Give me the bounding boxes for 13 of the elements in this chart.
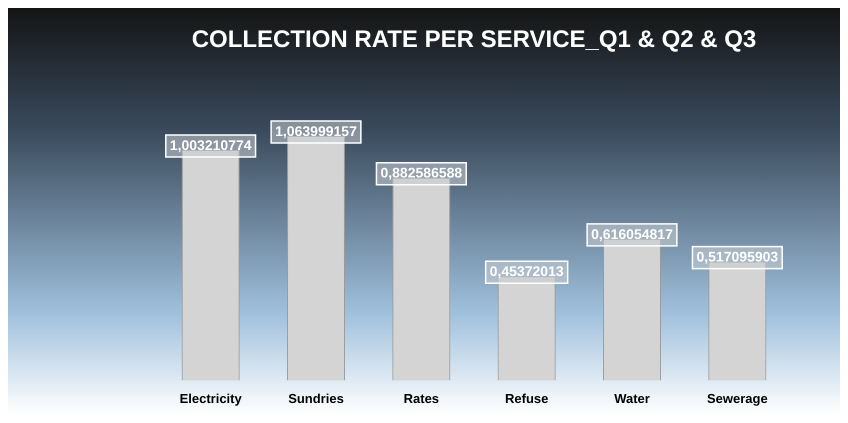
x-tick-label: Sewerage <box>706 390 768 406</box>
x-tick-label: Refuse <box>504 390 548 406</box>
data-label: 0,517095903 <box>696 248 778 264</box>
data-label: 0,45372013 <box>490 263 564 280</box>
data-label: 1,063999157 <box>275 122 358 139</box>
data-label: 0,882586588 <box>380 164 462 181</box>
data-label: 1,003210774 <box>170 136 252 153</box>
x-tick-label: Rates <box>404 390 440 406</box>
chart-title: COLLECTION RATE PER SERVICE_Q1 & Q2 & Q3 <box>192 26 756 54</box>
x-tick-label: Sundries <box>288 390 344 406</box>
x-tick-label: Water <box>614 390 650 406</box>
data-label: 0,616054817 <box>591 226 674 242</box>
x-tick-label: Electricity <box>180 390 242 406</box>
